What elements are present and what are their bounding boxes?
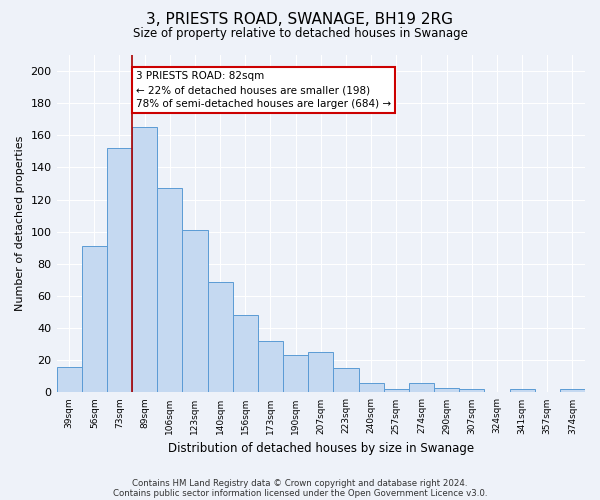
- Bar: [208, 282, 233, 393]
- X-axis label: Distribution of detached houses by size in Swanage: Distribution of detached houses by size …: [168, 442, 474, 455]
- Bar: [233, 316, 258, 392]
- Bar: [560, 389, 585, 392]
- Y-axis label: Number of detached properties: Number of detached properties: [15, 136, 25, 312]
- Bar: [182, 230, 208, 392]
- Bar: [283, 356, 308, 393]
- Bar: [409, 383, 434, 392]
- Bar: [334, 368, 359, 392]
- Text: 3 PRIESTS ROAD: 82sqm
← 22% of detached houses are smaller (198)
78% of semi-det: 3 PRIESTS ROAD: 82sqm ← 22% of detached …: [136, 71, 391, 109]
- Text: Contains HM Land Registry data © Crown copyright and database right 2024.: Contains HM Land Registry data © Crown c…: [132, 478, 468, 488]
- Bar: [132, 128, 157, 392]
- Text: Contains public sector information licensed under the Open Government Licence v3: Contains public sector information licen…: [113, 488, 487, 498]
- Bar: [157, 188, 182, 392]
- Text: 3, PRIESTS ROAD, SWANAGE, BH19 2RG: 3, PRIESTS ROAD, SWANAGE, BH19 2RG: [146, 12, 454, 28]
- Text: Size of property relative to detached houses in Swanage: Size of property relative to detached ho…: [133, 28, 467, 40]
- Bar: [459, 389, 484, 392]
- Bar: [509, 389, 535, 392]
- Bar: [56, 366, 82, 392]
- Bar: [82, 246, 107, 392]
- Bar: [383, 389, 409, 392]
- Bar: [434, 388, 459, 392]
- Bar: [359, 383, 383, 392]
- Bar: [258, 341, 283, 392]
- Bar: [107, 148, 132, 392]
- Bar: [308, 352, 334, 393]
